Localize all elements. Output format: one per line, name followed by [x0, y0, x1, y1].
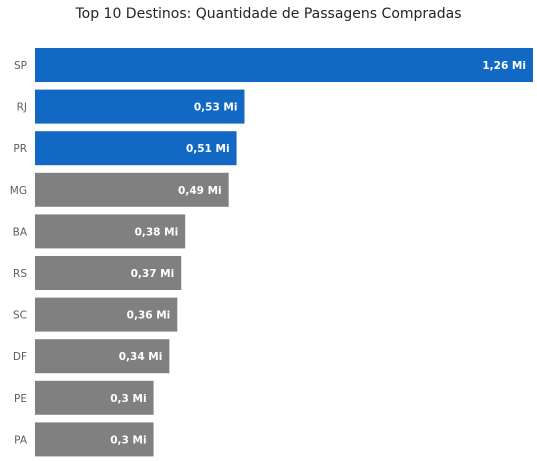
value-label-pr: 0,51 Mi	[186, 143, 230, 155]
category-label-sp: SP	[14, 60, 27, 72]
category-label-sc: SC	[13, 310, 27, 322]
category-label-pe: PE	[14, 393, 27, 405]
bar-rs[interactable]	[35, 256, 182, 290]
value-label-pa: 0,3 Mi	[110, 434, 146, 446]
value-label-ba: 0,38 Mi	[135, 226, 179, 238]
bar-pe[interactable]	[35, 380, 154, 415]
category-label-mg: MG	[10, 185, 27, 197]
value-label-sc: 0,36 Mi	[127, 310, 171, 322]
bar-sc[interactable]	[35, 297, 178, 332]
category-label-pr: PR	[13, 143, 27, 155]
value-label-df: 0,34 Mi	[119, 351, 163, 363]
category-label-pa: PA	[14, 434, 28, 446]
category-label-rs: RS	[13, 268, 27, 280]
category-label-ba: BA	[13, 226, 28, 238]
bar-sp[interactable]	[35, 48, 533, 82]
value-label-rj: 0,53 Mi	[194, 102, 238, 114]
value-label-pe: 0,3 Mi	[110, 393, 146, 405]
bar-pa[interactable]	[35, 422, 154, 457]
value-label-mg: 0,49 Mi	[178, 185, 222, 197]
bar-mg[interactable]	[35, 172, 229, 207]
bar-df[interactable]	[35, 339, 170, 374]
chart-title: Top 10 Destinos: Quantidade de Passagens…	[75, 6, 462, 22]
value-label-rs: 0,37 Mi	[131, 268, 175, 280]
category-label-rj: RJ	[17, 102, 27, 114]
bar-pr[interactable]	[35, 131, 237, 166]
value-label-sp: 1,26 Mi	[482, 60, 526, 72]
bar-ba[interactable]	[35, 214, 186, 249]
category-label-df: DF	[13, 351, 27, 363]
bar-rj[interactable]	[35, 89, 245, 124]
